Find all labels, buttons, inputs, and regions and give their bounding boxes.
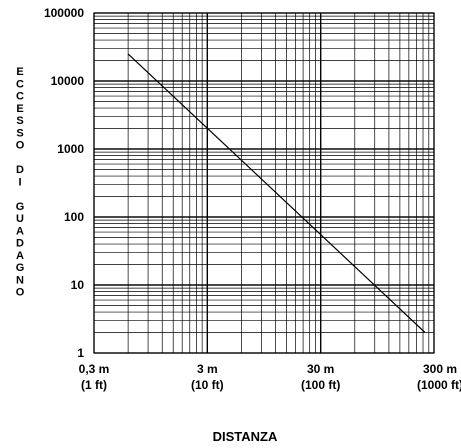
y-axis-title-letter: O	[16, 287, 25, 299]
y-tick-label: 1000	[57, 142, 84, 156]
y-tick-label: 1	[77, 346, 84, 360]
series-line	[127, 53, 426, 333]
y-axis-title-letter: E	[16, 103, 23, 115]
y-axis-title-letter: I	[18, 176, 21, 188]
y-axis-title-letter: A	[16, 225, 24, 237]
x-tick-label: 3 m	[197, 362, 218, 376]
x-tick-sublabel: (1000 ft)	[417, 378, 461, 392]
y-axis-title-letter: S	[16, 115, 23, 127]
plot-area	[93, 12, 435, 354]
y-axis-title-letter: S	[16, 127, 23, 139]
y-axis-title-letter: D	[16, 164, 24, 176]
y-axis-title-letter: D	[16, 238, 24, 250]
x-tick-sublabel: (10 ft)	[191, 378, 224, 392]
y-tick-label: 10000	[51, 74, 85, 88]
x-tick-label: 30 m	[307, 362, 334, 376]
y-axis-ticks: 1 10 100 1000 10000 100000	[44, 6, 84, 360]
y-tick-label: 100	[64, 210, 84, 224]
x-tick-label: 0,3 m	[79, 362, 110, 376]
y-axis-title-letter: A	[16, 250, 24, 262]
x-axis-ticks: 0,3 m (1 ft) 3 m (10 ft) 30 m (100 ft) 300 m (1…	[79, 362, 461, 392]
y-axis-title-letter: O	[16, 140, 25, 152]
x-tick-sublabel: (100 ft)	[301, 378, 340, 392]
y-axis-title-letter: G	[16, 201, 25, 213]
y-tick-label: 10	[71, 278, 85, 292]
y-axis-title-letter: C	[16, 91, 24, 103]
x-tick-sublabel: (1 ft)	[81, 378, 107, 392]
x-axis-title: DISTANZA	[213, 429, 278, 444]
y-axis-title-letter: G	[16, 262, 25, 274]
y-axis-title-letter: N	[16, 274, 24, 286]
y-tick-label: 100000	[44, 6, 84, 20]
grid	[93, 12, 435, 354]
y-axis-title-letter: U	[16, 213, 24, 225]
x-tick-label: 300 m	[423, 362, 457, 376]
y-axis-title-letter: C	[16, 78, 24, 90]
y-axis-title-letter: E	[16, 66, 23, 78]
